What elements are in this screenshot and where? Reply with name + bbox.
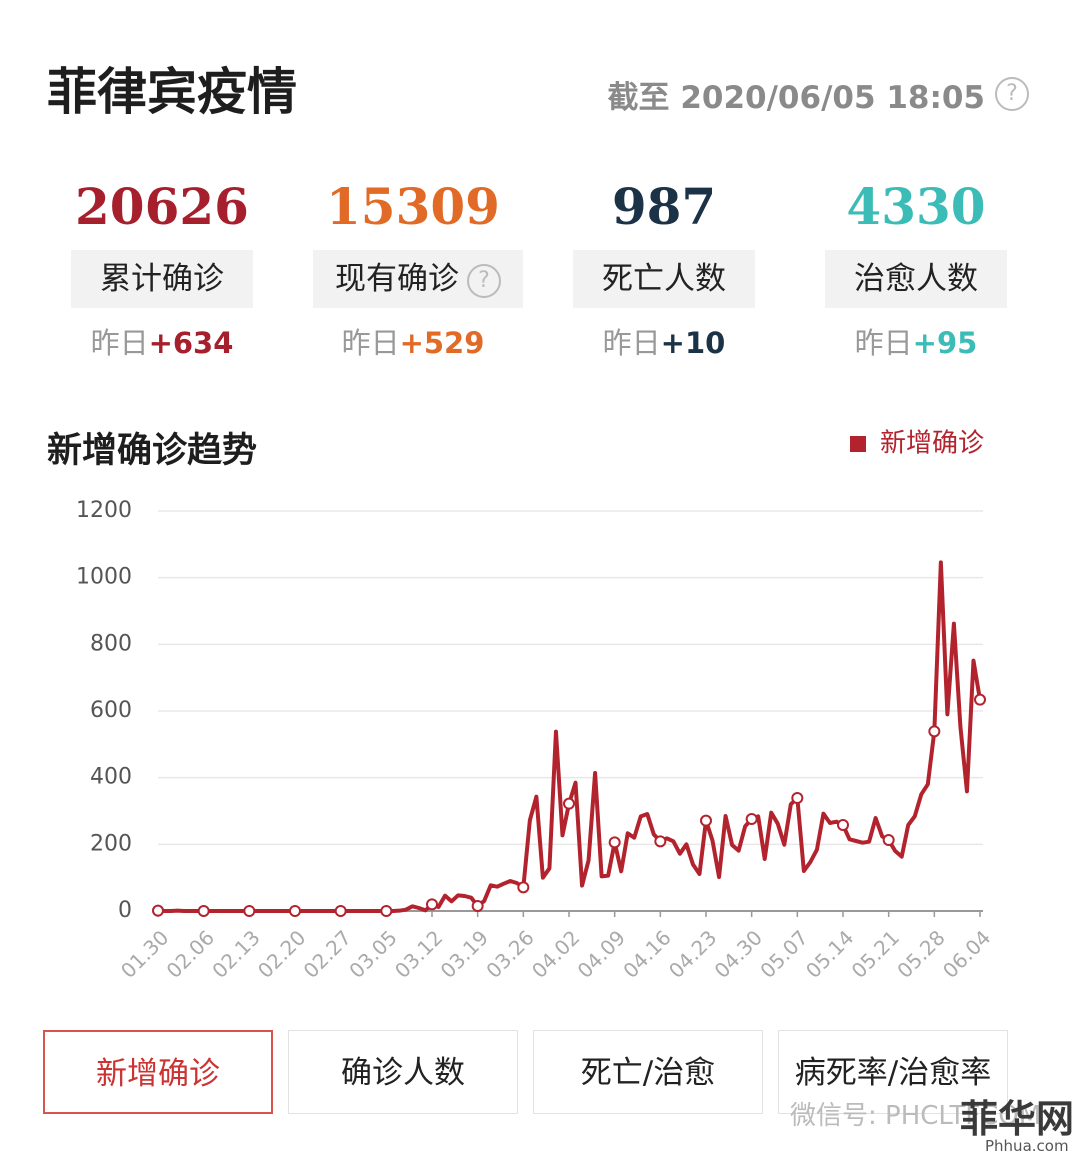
x-tick-label: 04.30 bbox=[710, 925, 767, 982]
y-tick-label: 1000 bbox=[76, 565, 132, 590]
timestamp: 截至 2020/06/05 18:05 bbox=[607, 80, 985, 116]
data-point bbox=[700, 814, 712, 827]
data-point bbox=[608, 836, 621, 849]
y-tick-label: 400 bbox=[90, 765, 132, 790]
tab-button[interactable]: 病死率/治愈率 bbox=[778, 1030, 1008, 1114]
stat-label-box: 治愈人数 bbox=[825, 250, 1007, 308]
watermark-site: Phhua.com bbox=[985, 1137, 1069, 1155]
x-tick-label: 05.21 bbox=[847, 925, 904, 982]
delta-value: +529 bbox=[399, 326, 485, 360]
data-point bbox=[426, 898, 438, 911]
delta-value: +10 bbox=[660, 326, 726, 360]
delta-prefix: 昨日 bbox=[90, 326, 149, 360]
series-line bbox=[157, 560, 982, 913]
data-point bbox=[334, 905, 347, 917]
x-tick-label: 04.09 bbox=[573, 925, 630, 982]
stat-label: 治愈人数 bbox=[854, 261, 978, 297]
stat-label-box: 累计确诊 bbox=[71, 250, 253, 308]
x-tick-label: 02.20 bbox=[253, 925, 310, 982]
x-tick-label: 02.27 bbox=[299, 925, 356, 982]
y-tick-label: 0 bbox=[118, 898, 132, 923]
data-point bbox=[197, 905, 210, 917]
stat-value: 20626 bbox=[75, 177, 249, 236]
delta-value: +634 bbox=[148, 326, 234, 360]
x-tick-label: 03.12 bbox=[390, 925, 447, 982]
stat-delta: 昨日+634 bbox=[62, 320, 262, 362]
data-point bbox=[745, 813, 758, 825]
x-tick-label: 05.14 bbox=[801, 925, 858, 982]
tab-button[interactable]: 新增确诊 bbox=[43, 1030, 273, 1114]
tab-button[interactable]: 死亡/治愈 bbox=[533, 1030, 763, 1114]
stat-delta: 昨日+95 bbox=[816, 320, 1016, 362]
x-tick-label: 05.28 bbox=[892, 925, 949, 982]
data-point bbox=[928, 725, 941, 738]
delta-value: +95 bbox=[912, 326, 978, 360]
stat-label: 现有确诊 bbox=[335, 261, 459, 297]
watermark-brand: 菲华网 bbox=[960, 1096, 1075, 1141]
stat-delta: 昨日+529 bbox=[313, 320, 513, 362]
x-tick-label: 04.16 bbox=[618, 925, 675, 982]
y-tick-label: 600 bbox=[90, 698, 132, 723]
data-point bbox=[289, 905, 301, 917]
stat-label: 死亡人数 bbox=[602, 261, 726, 297]
y-tick-label: 1200 bbox=[76, 498, 132, 523]
x-tick-label: 04.02 bbox=[527, 925, 584, 982]
page-title: 菲律宾疫情 bbox=[47, 63, 297, 121]
stat: 15309 现有确诊? 昨日+529 bbox=[313, 172, 523, 362]
chart-title: 新增确诊趋势 bbox=[47, 431, 257, 471]
data-point bbox=[471, 900, 484, 912]
x-tick-label: 03.19 bbox=[436, 925, 493, 982]
x-tick-label: 02.13 bbox=[207, 925, 264, 982]
data-point bbox=[243, 905, 256, 917]
stat-value: 15309 bbox=[326, 177, 500, 236]
x-tick-label: 04.23 bbox=[664, 925, 721, 982]
stat-label: 累计确诊 bbox=[100, 261, 224, 297]
stat: 20626 累计确诊昨日+634 bbox=[62, 172, 262, 362]
delta-prefix: 昨日 bbox=[854, 326, 913, 360]
stat: 4330 治愈人数昨日+95 bbox=[816, 172, 1016, 362]
y-tick-label: 800 bbox=[90, 631, 132, 656]
data-point bbox=[380, 905, 393, 917]
stat-value: 4330 bbox=[846, 177, 986, 236]
legend-label: 新增确诊 bbox=[880, 429, 984, 459]
help-icon[interactable]: ? bbox=[467, 263, 501, 298]
x-tick-label: 05.07 bbox=[755, 925, 812, 982]
tab-button[interactable]: 确诊人数 bbox=[288, 1030, 518, 1114]
data-point bbox=[517, 881, 530, 894]
delta-prefix: 昨日 bbox=[341, 326, 400, 360]
x-tick-label: 06.04 bbox=[938, 925, 995, 982]
stat-label-box: 死亡人数 bbox=[573, 250, 755, 308]
data-point bbox=[152, 904, 164, 917]
legend-swatch bbox=[850, 436, 866, 452]
data-point bbox=[974, 693, 986, 706]
data-point bbox=[882, 834, 895, 846]
stat-delta: 昨日+10 bbox=[564, 320, 764, 362]
data-point bbox=[654, 835, 667, 848]
x-tick-label: 03.05 bbox=[344, 925, 401, 982]
y-tick-label: 200 bbox=[90, 831, 132, 856]
stat-label-box: 现有确诊? bbox=[313, 250, 523, 308]
data-point bbox=[563, 797, 575, 810]
data-point bbox=[837, 819, 849, 831]
data-point bbox=[791, 792, 804, 804]
watermark-wechat: 微信号: PHCLTFCOM bbox=[790, 1101, 1042, 1131]
x-tick-label: 01.30 bbox=[116, 925, 173, 982]
x-tick-label: 03.26 bbox=[481, 925, 538, 982]
stat-value: 987 bbox=[611, 177, 717, 236]
stat: 987 死亡人数昨日+10 bbox=[564, 172, 764, 362]
x-tick-label: 02.06 bbox=[162, 925, 219, 982]
delta-prefix: 昨日 bbox=[602, 326, 661, 360]
help-icon[interactable]: ? bbox=[995, 77, 1029, 111]
